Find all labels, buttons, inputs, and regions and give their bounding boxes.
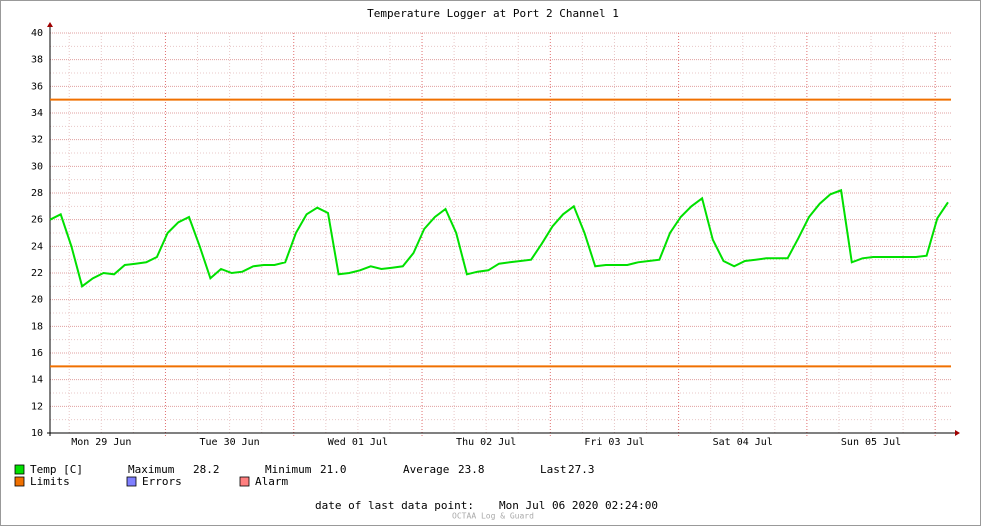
axis-arrow (47, 22, 53, 27)
y-tick-label: 22 (31, 268, 43, 279)
legend-swatch (14, 476, 25, 487)
y-tick-label: 18 (31, 321, 43, 332)
legend-label: Temp [C] (30, 463, 83, 476)
y-tick-label: 26 (31, 215, 43, 226)
axis-arrow (955, 430, 960, 436)
series-line (49, 188, 949, 288)
footer-value: Mon Jul 06 2020 02:24:00 (499, 499, 658, 512)
y-tick-label: 30 (31, 161, 43, 172)
x-tick-label: Wed 01 Jul (328, 437, 388, 448)
legend-swatch (14, 464, 25, 475)
legend-swatch (126, 476, 137, 487)
y-tick-label: 16 (31, 348, 43, 359)
y-tick-label: 14 (31, 375, 43, 386)
x-tick-label: Mon 29 Jun (71, 437, 131, 448)
y-tick-label: 10 (31, 428, 43, 439)
y-tick-label: 40 (31, 28, 43, 39)
y-tick-label: 12 (31, 401, 43, 412)
chart-title: Temperature Logger at Port 2 Channel 1 (367, 7, 619, 20)
y-tick-label: 20 (31, 295, 43, 306)
y-tick-label: 38 (31, 55, 43, 66)
x-tick-label: Thu 02 Jul (456, 437, 516, 448)
stat-value: 21.0 (320, 463, 347, 476)
y-tick-label: 34 (31, 108, 43, 119)
stat-label: Last (540, 463, 567, 476)
x-tick-label: Fri 03 Jul (584, 437, 644, 448)
stat-label: Minimum (265, 463, 312, 476)
legend-label: Alarm (255, 475, 288, 488)
y-tick-label: 32 (31, 135, 43, 146)
stat-value: 23.8 (458, 463, 485, 476)
legend-label: Errors (142, 475, 182, 488)
stat-label: Maximum (128, 463, 175, 476)
footer-label: date of last data point: (315, 499, 474, 512)
legend-label: Limits (30, 475, 70, 488)
x-tick-label: Sun 05 Jul (841, 437, 901, 448)
watermark: OCTAA Log & Guard (452, 512, 534, 521)
x-tick-label: Tue 30 Jun (199, 437, 259, 448)
stat-value: 28.2 (193, 463, 220, 476)
y-tick-label: 24 (31, 241, 43, 252)
x-tick-label: Sat 04 Jul (713, 437, 773, 448)
stat-value: 27.3 (568, 463, 595, 476)
y-tick-label: 28 (31, 188, 43, 199)
y-tick-label: 36 (31, 81, 43, 92)
stat-label: Average (403, 463, 449, 476)
legend-swatch (239, 476, 250, 487)
